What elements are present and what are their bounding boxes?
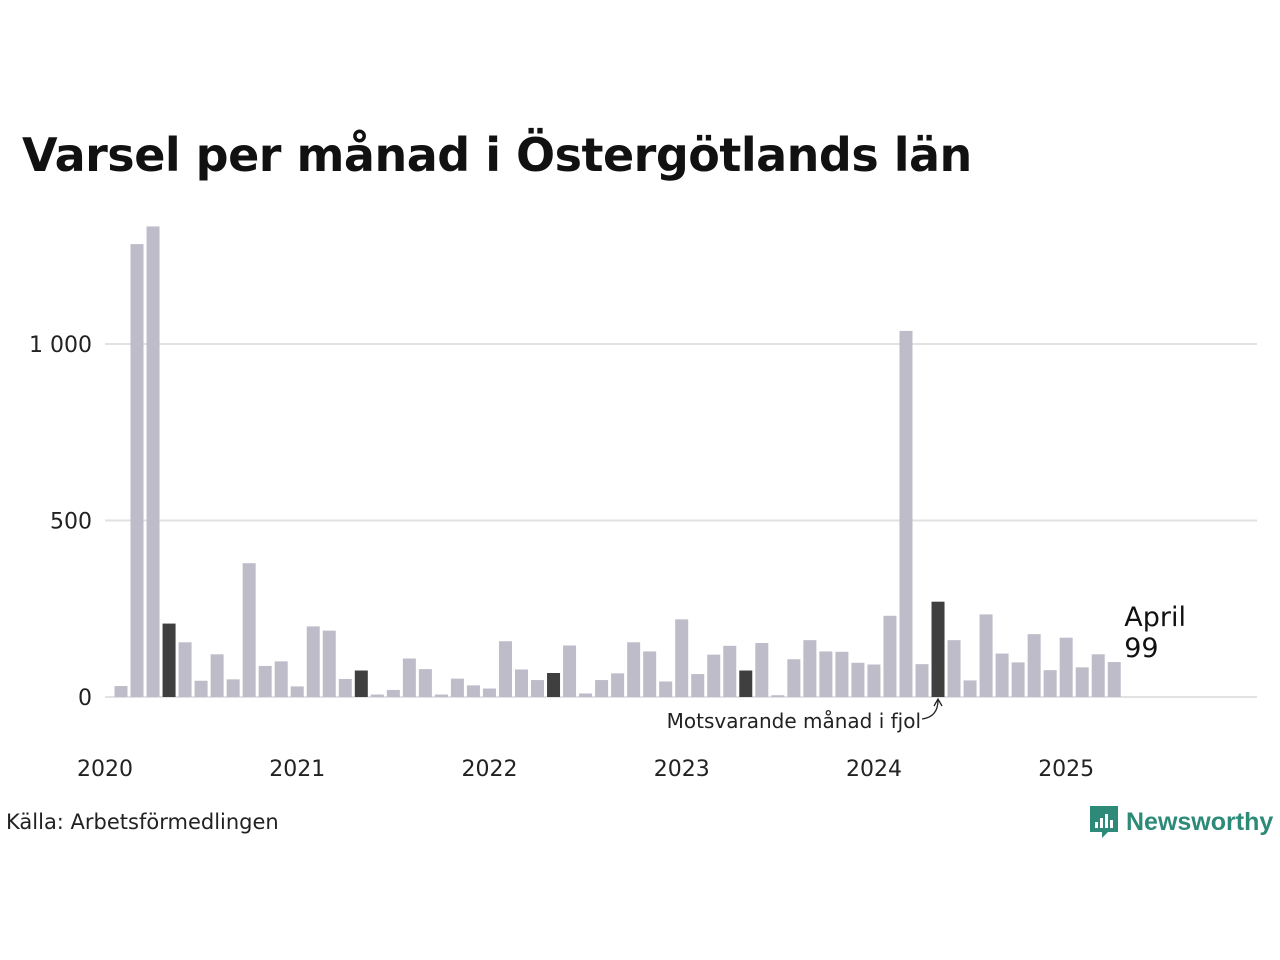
bar-2023-02 xyxy=(707,654,721,697)
bar-2023-11 xyxy=(851,662,865,697)
newsworthy-logo-icon xyxy=(1090,806,1118,838)
bar-2021-02 xyxy=(322,630,336,697)
newsworthy-logo: Newsworthy xyxy=(1088,804,1273,840)
bar-2020-07 xyxy=(210,654,224,697)
bar-2022-03 xyxy=(531,680,545,697)
bar-2022-04 xyxy=(547,673,561,697)
bar-2022-10 xyxy=(643,651,657,697)
bar-2021-08 xyxy=(418,669,432,697)
bar-2024-08 xyxy=(995,653,1009,697)
bar-2023-07 xyxy=(787,659,801,697)
bar-2021-04 xyxy=(354,670,368,697)
y-axis-ticks: 0 500 1 000 xyxy=(29,333,92,711)
bar-2023-12 xyxy=(867,664,881,697)
x-tick-label: 2021 xyxy=(269,757,325,782)
bar-2022-11 xyxy=(659,681,673,697)
bar-chart: 0 500 1 000 2020 2021 2022 2023 2024 2025 Motsv… xyxy=(29,226,1257,782)
bar-2025-02 xyxy=(1091,654,1105,697)
bar-2023-01 xyxy=(691,674,705,697)
bar-2024-12 xyxy=(1059,637,1073,697)
bar-2020-04 xyxy=(162,623,176,697)
y-tick-label: 0 xyxy=(78,686,92,711)
x-tick-label: 2025 xyxy=(1038,757,1094,782)
bar-2021-01 xyxy=(306,626,320,697)
annotation-current-month: April xyxy=(1124,602,1186,633)
bar-2020-11 xyxy=(274,661,288,697)
bar-2020-06 xyxy=(194,680,208,697)
bar-2020-05 xyxy=(178,642,192,697)
chart-title: Varsel per månad i Östergötlands län xyxy=(22,128,972,182)
bar-2020-03 xyxy=(146,226,160,697)
bar-2024-07 xyxy=(979,614,993,697)
bar-2024-04 xyxy=(931,601,945,697)
x-tick-label: 2020 xyxy=(77,757,133,782)
bar-2020-12 xyxy=(290,686,304,697)
bar-2020-08 xyxy=(226,679,240,697)
source-note: Källa: Arbetsförmedlingen xyxy=(6,810,279,834)
bar-2020-09 xyxy=(242,563,256,697)
x-tick-label: 2023 xyxy=(654,757,710,782)
bar-2024-06 xyxy=(963,680,977,697)
bar-2022-09 xyxy=(627,642,641,697)
bar-2025-01 xyxy=(1075,667,1089,697)
annotation-arrowhead xyxy=(933,697,943,707)
x-tick-label: 2022 xyxy=(461,757,517,782)
annotation-arrow xyxy=(921,699,939,720)
annotation-previous-year: Motsvarande månad i fjol xyxy=(667,709,921,733)
y-tick-label: 500 xyxy=(50,510,92,535)
bar-2022-02 xyxy=(515,669,528,697)
bar-2025-03 xyxy=(1107,662,1121,697)
bar-2023-08 xyxy=(803,640,817,697)
x-tick-label: 2024 xyxy=(846,757,902,782)
bar-2021-05 xyxy=(370,694,384,697)
bar-2022-08 xyxy=(611,673,625,697)
logo-text: Newsworthy xyxy=(1126,807,1274,836)
bar-2022-01 xyxy=(498,641,512,697)
bar-2021-10 xyxy=(450,678,464,697)
bar-2024-01 xyxy=(883,615,897,697)
bar-2021-07 xyxy=(402,658,416,697)
bar-2024-03 xyxy=(915,664,929,697)
bar-2024-11 xyxy=(1043,670,1057,697)
bar-2020-01 xyxy=(114,686,128,697)
bar-2021-03 xyxy=(338,679,352,697)
bar-2022-06 xyxy=(579,693,593,697)
bar-2023-06 xyxy=(771,695,785,697)
annotations: Motsvarande månad i fjol April 99 xyxy=(667,602,1186,733)
bars xyxy=(114,226,1121,697)
bar-2023-09 xyxy=(819,651,833,697)
x-axis-ticks: 2020 2021 2022 2023 2024 2025 xyxy=(77,757,1094,782)
bar-2022-07 xyxy=(595,680,609,697)
bar-2021-06 xyxy=(386,689,400,697)
bar-2024-10 xyxy=(1027,634,1041,697)
bar-2024-05 xyxy=(947,640,961,697)
bar-2023-03 xyxy=(723,645,737,697)
bar-2023-04 xyxy=(739,670,753,697)
bar-2022-05 xyxy=(563,645,577,697)
bar-2020-10 xyxy=(258,665,272,697)
bar-2024-09 xyxy=(1011,662,1025,697)
bar-2021-09 xyxy=(434,694,448,697)
bar-2023-05 xyxy=(755,642,769,697)
bar-2021-11 xyxy=(466,685,480,697)
bar-2023-10 xyxy=(835,651,849,697)
bar-2020-02 xyxy=(130,244,144,697)
annotation-current-value: 99 xyxy=(1124,633,1158,664)
bar-2021-12 xyxy=(482,688,496,697)
y-tick-label: 1 000 xyxy=(29,333,92,358)
bar-2024-02 xyxy=(899,330,913,697)
bar-2022-12 xyxy=(675,619,689,697)
